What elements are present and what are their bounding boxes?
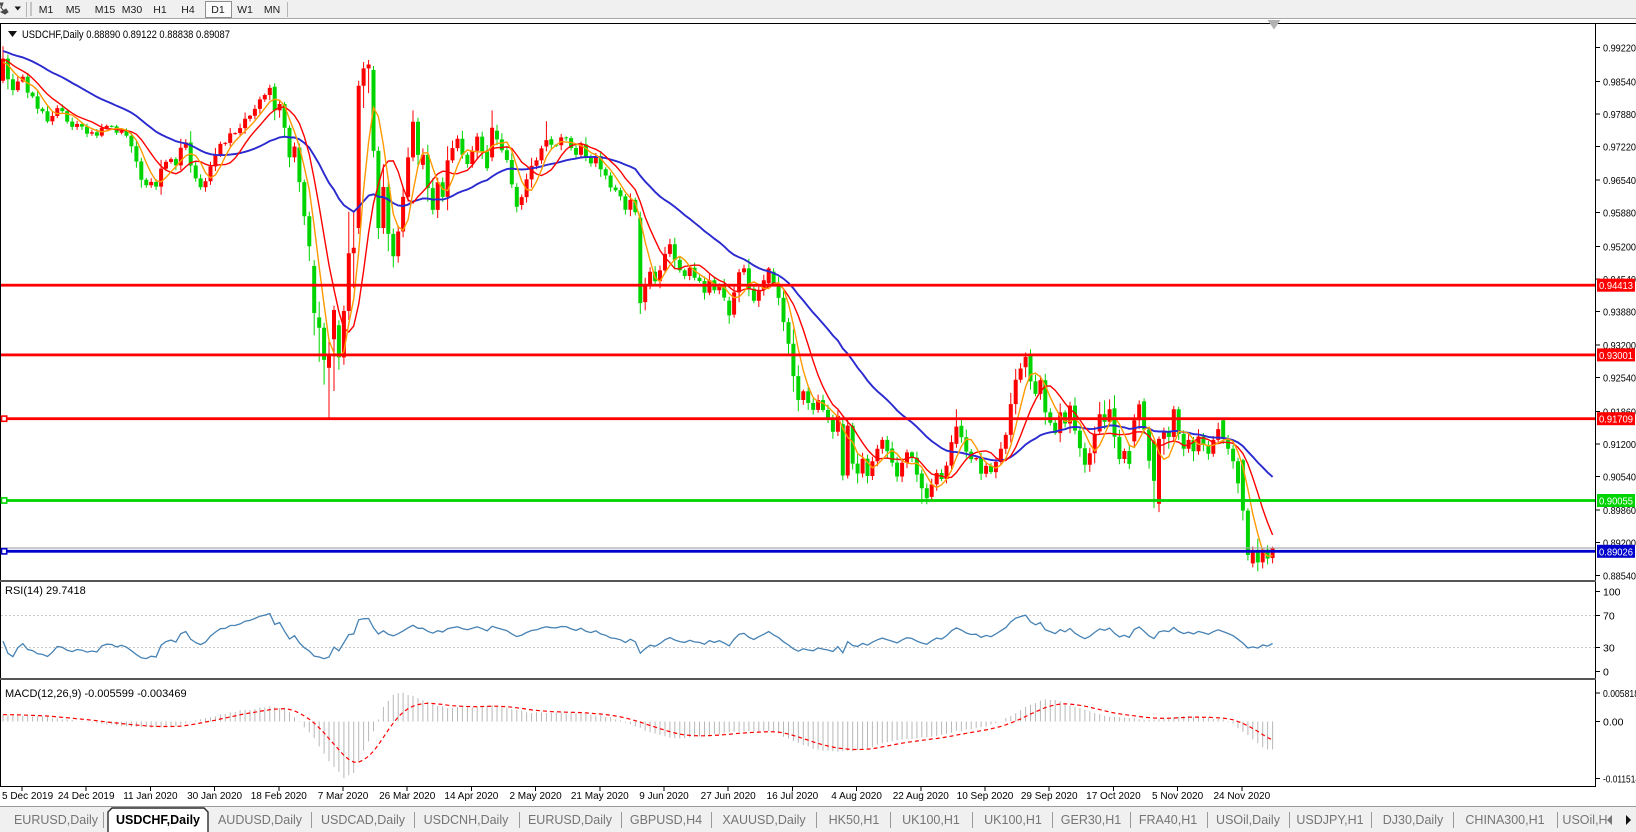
svg-text:0.97220: 0.97220 xyxy=(1603,142,1636,154)
svg-text:4 Aug 2020: 4 Aug 2020 xyxy=(831,791,882,802)
svg-text:H1: H1 xyxy=(153,4,167,16)
svg-text:USDJPY,H1: USDJPY,H1 xyxy=(1296,813,1363,827)
svg-text:M1: M1 xyxy=(39,4,54,16)
svg-text:0.00: 0.00 xyxy=(1603,717,1624,729)
svg-text:26 Mar 2020: 26 Mar 2020 xyxy=(379,791,436,802)
svg-text:UK100,H1: UK100,H1 xyxy=(902,813,960,827)
svg-text:USOil,H: USOil,H xyxy=(1562,813,1607,827)
svg-text:9 Jun 2020: 9 Jun 2020 xyxy=(639,791,689,802)
svg-text:EURUSD,Daily: EURUSD,Daily xyxy=(14,813,99,827)
svg-text:EURUSD,Daily: EURUSD,Daily xyxy=(528,813,613,827)
svg-text:0.95880: 0.95880 xyxy=(1603,208,1636,220)
svg-text:0.96540: 0.96540 xyxy=(1603,175,1636,187)
svg-text:GBPUSD,H4: GBPUSD,H4 xyxy=(630,813,702,827)
svg-text:27 Jun 2020: 27 Jun 2020 xyxy=(701,791,756,802)
svg-text:UK100,H1: UK100,H1 xyxy=(984,813,1042,827)
svg-text:0.92540: 0.92540 xyxy=(1603,373,1636,385)
svg-text:0.90540: 0.90540 xyxy=(1603,472,1636,484)
svg-text:0.88540: 0.88540 xyxy=(1603,570,1636,582)
svg-text:0.93001: 0.93001 xyxy=(1599,350,1633,362)
svg-text:70: 70 xyxy=(1603,610,1615,622)
svg-text:22 Aug 2020: 22 Aug 2020 xyxy=(893,791,950,802)
svg-text:0.97880: 0.97880 xyxy=(1603,109,1636,121)
svg-text:0.005818: 0.005818 xyxy=(1603,688,1636,700)
svg-text:5 Nov 2020: 5 Nov 2020 xyxy=(1152,791,1204,802)
svg-text:AUDUSD,Daily: AUDUSD,Daily xyxy=(218,813,303,827)
svg-text:DJ30,Daily: DJ30,Daily xyxy=(1383,813,1444,827)
svg-text:30 Jan 2020: 30 Jan 2020 xyxy=(187,791,242,802)
svg-text:10 Sep 2020: 10 Sep 2020 xyxy=(957,791,1014,802)
svg-text:W1: W1 xyxy=(237,4,253,16)
svg-text:-0.011514: -0.011514 xyxy=(1603,774,1636,786)
svg-text:MACD(12,26,9) -0.005599 -0.003: MACD(12,26,9) -0.005599 -0.003469 xyxy=(5,688,187,700)
svg-text:HK50,H1: HK50,H1 xyxy=(829,813,880,827)
svg-text:USDCNH,Daily: USDCNH,Daily xyxy=(424,813,509,827)
svg-text:RSI(14) 29.7418: RSI(14) 29.7418 xyxy=(5,585,86,597)
svg-text:M30: M30 xyxy=(122,4,143,16)
svg-text:5 Dec 2019: 5 Dec 2019 xyxy=(2,791,54,802)
svg-text:FRA40,H1: FRA40,H1 xyxy=(1139,813,1197,827)
svg-text:0.93880: 0.93880 xyxy=(1603,307,1636,319)
svg-text:M15: M15 xyxy=(95,4,116,16)
svg-text:GER30,H1: GER30,H1 xyxy=(1061,813,1121,827)
svg-text:H4: H4 xyxy=(181,4,195,16)
svg-text:24 Nov 2020: 24 Nov 2020 xyxy=(1213,791,1270,802)
svg-text:0.98540: 0.98540 xyxy=(1603,76,1636,88)
svg-text:0.94413: 0.94413 xyxy=(1599,280,1633,292)
svg-text:2 May 2020: 2 May 2020 xyxy=(509,791,562,802)
svg-text:11 Jan 2020: 11 Jan 2020 xyxy=(123,791,178,802)
svg-text:XAUUSD,Daily: XAUUSD,Daily xyxy=(722,813,806,827)
svg-text:0: 0 xyxy=(1603,666,1609,678)
svg-text:29 Sep 2020: 29 Sep 2020 xyxy=(1021,791,1078,802)
svg-text:16 Jul 2020: 16 Jul 2020 xyxy=(767,791,819,802)
svg-text:D1: D1 xyxy=(211,4,225,16)
svg-text:100: 100 xyxy=(1603,586,1621,598)
svg-text:USDCAD,Daily: USDCAD,Daily xyxy=(321,813,406,827)
svg-text:30: 30 xyxy=(1603,642,1615,654)
svg-text:USDCHF,Daily: USDCHF,Daily xyxy=(116,813,200,827)
svg-text:MN: MN xyxy=(264,4,280,16)
svg-text:0.89860: 0.89860 xyxy=(1603,505,1636,517)
svg-text:24 Dec 2019: 24 Dec 2019 xyxy=(58,791,115,802)
svg-text:0.90055: 0.90055 xyxy=(1599,496,1633,508)
svg-text:CHINA300,H1: CHINA300,H1 xyxy=(1465,813,1544,827)
svg-text:USOil,Daily: USOil,Daily xyxy=(1216,813,1281,827)
svg-text:17 Oct 2020: 17 Oct 2020 xyxy=(1086,791,1141,802)
svg-text:0.89026: 0.89026 xyxy=(1599,546,1633,558)
svg-text:14 Apr 2020: 14 Apr 2020 xyxy=(444,791,498,802)
svg-text:USDCHF,Daily 0.88890 0.89122: USDCHF,Daily 0.88890 0.89122 0.88838 0.8… xyxy=(22,29,230,41)
svg-text:18 Feb 2020: 18 Feb 2020 xyxy=(251,791,308,802)
svg-text:0.95200: 0.95200 xyxy=(1603,241,1636,253)
svg-text:21 May 2020: 21 May 2020 xyxy=(571,791,629,802)
svg-text:7 Mar 2020: 7 Mar 2020 xyxy=(318,791,369,802)
svg-text:0.91709: 0.91709 xyxy=(1599,414,1633,426)
svg-text:0.91200: 0.91200 xyxy=(1603,439,1636,451)
svg-text:0.99220: 0.99220 xyxy=(1603,43,1636,55)
svg-text:M5: M5 xyxy=(66,4,81,16)
